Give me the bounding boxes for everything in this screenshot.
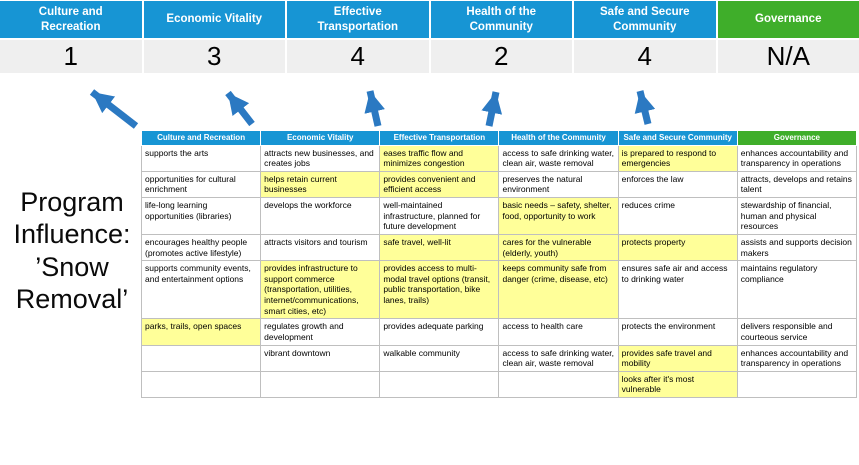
matrix-cell: attracts new businesses, and creates job… [260, 144, 381, 172]
matrix-cell [498, 370, 619, 399]
matrix-header-0: Culture and Recreation [140, 130, 262, 146]
matrix-cell [260, 370, 381, 399]
matrix-cell: regulates growth and development [260, 318, 381, 346]
matrix-cell: protects property [617, 233, 738, 262]
matrix-cell: safe travel, well-lit [379, 233, 500, 262]
pillar-score-4: 4 [574, 40, 716, 73]
matrix-header-row: Culture and Recreation Economic Vitality E… [140, 130, 858, 146]
influence-matrix: Culture and Recreation Economic Vitality E… [140, 130, 858, 399]
matrix-cell: life-long learning opportunities (librar… [140, 197, 262, 235]
matrix-row-2: life-long learning opportunities (librar… [140, 197, 858, 235]
matrix-header-5: Governance [736, 130, 858, 146]
matrix-header-2: Effective Transportation [379, 130, 500, 146]
matrix-cell: enhances accountability and transparency… [736, 344, 858, 372]
matrix-cell: provides access to multi-modal travel op… [379, 260, 500, 320]
matrix-cell [140, 370, 262, 399]
influence-arrow [89, 89, 139, 129]
matrix-cell: preserves the natural environment [498, 170, 619, 199]
pillar-header-2: Effective Transportation [287, 1, 429, 38]
matrix-cell: parks, trails, open spaces [140, 318, 262, 346]
matrix-row-3: encourages healthy people (promotes acti… [140, 233, 858, 262]
matrix-row-1: opportunities for cultural enrichment hel… [140, 170, 858, 199]
matrix-cell: well-maintained infrastructure, planned … [379, 197, 500, 235]
matrix-cell: basic needs – safety, shelter, food, opp… [498, 197, 619, 235]
pillar-banner: Culture and Recreation Economic Vitality E… [0, 1, 859, 38]
matrix-cell: provides infrastructure to support comme… [260, 260, 381, 320]
pillar-score-2: 4 [287, 40, 429, 73]
matrix-cell: provides adequate parking [379, 318, 500, 346]
matrix-cell: protects the environment [617, 318, 738, 346]
matrix-cell: looks after it's most vulnerable [617, 370, 738, 399]
matrix-cell: opportunities for cultural enrichment [140, 170, 262, 199]
matrix-cell: access to safe drinking water, clean air… [498, 144, 619, 172]
matrix-cell [736, 370, 858, 399]
matrix-cell [140, 344, 262, 372]
page-title: Program Influence: ’Snow Removal’ [2, 186, 142, 316]
matrix-cell: maintains regulatory compliance [736, 260, 858, 320]
influence-arrow [225, 90, 255, 127]
matrix-row-7: looks after it's most vulnerable [140, 370, 858, 399]
matrix-cell: cares for the vulnerable (elderly, youth… [498, 233, 619, 262]
pillar-header-0: Culture and Recreation [0, 1, 142, 38]
pillar-score-3: 2 [430, 40, 572, 73]
matrix-cell: attracts visitors and tourism [260, 233, 381, 262]
pillar-header-3: Health of the Community [430, 1, 572, 38]
matrix-cell: supports community events, and entertain… [140, 260, 262, 320]
matrix-header-1: Economic Vitality [260, 130, 381, 146]
matrix-cell: vibrant downtown [260, 344, 381, 372]
matrix-cell: eases traffic flow and minimizes congest… [379, 144, 500, 172]
score-row: 1 3 4 2 4 N/A [0, 40, 859, 73]
matrix-cell: access to safe drinking water, clean air… [498, 344, 619, 372]
matrix-row-0: supports the arts attracts new businesses… [140, 144, 858, 172]
matrix-cell: walkable community [379, 344, 500, 372]
pillar-score-5: N/A [717, 40, 859, 73]
matrix-row-6: vibrant downtown walkable community access… [140, 344, 858, 372]
matrix-cell [379, 370, 500, 399]
matrix-cell: develops the workforce [260, 197, 381, 235]
pillar-header-5: Governance [717, 1, 859, 38]
matrix-row-4: supports community events, and entertain… [140, 260, 858, 320]
matrix-cell: attracts, develops and retains talent [736, 170, 858, 199]
matrix-cell: supports the arts [140, 144, 262, 172]
matrix-header-4: Safe and Secure Community [617, 130, 738, 146]
influence-arrows [89, 89, 656, 129]
matrix-cell: stewardship of financial, human and phys… [736, 197, 858, 235]
matrix-header-3: Health of the Community [498, 130, 619, 146]
influence-arrow [634, 90, 656, 125]
page-title-line1: Program Influence: [13, 187, 131, 250]
matrix-cell: keeps community safe from danger (crime,… [498, 260, 619, 320]
matrix-cell: ensures safe air and access to drinking … [617, 260, 738, 320]
matrix-cell: provides convenient and efficient access [379, 170, 500, 199]
pillar-header-1: Economic Vitality [143, 1, 285, 38]
matrix-cell: helps retain current businesses [260, 170, 381, 199]
influence-arrow [481, 91, 503, 127]
matrix-cell: assists and supports decision makers [736, 233, 858, 262]
influence-arrow [364, 90, 385, 127]
matrix-cell: delivers responsible and courteous servi… [736, 318, 858, 346]
page-title-line2: ’Snow Removal’ [15, 251, 129, 315]
pillar-score-0: 1 [0, 40, 142, 73]
pillar-score-1: 3 [143, 40, 285, 73]
pillar-header-4: Safe and Secure Community [574, 1, 716, 38]
matrix-cell: enforces the law [617, 170, 738, 199]
matrix-cell: access to health care [498, 318, 619, 346]
matrix-cell: reduces crime [617, 197, 738, 235]
matrix-cell: encourages healthy people (promotes acti… [140, 233, 262, 262]
matrix-row-5: parks, trails, open spaces regulates grow… [140, 318, 858, 346]
matrix-cell: is prepared to respond to emergencies [617, 144, 738, 172]
matrix-cell: provides safe travel and mobility [617, 344, 738, 372]
matrix-cell: enhances accountability and transparency… [736, 144, 858, 172]
